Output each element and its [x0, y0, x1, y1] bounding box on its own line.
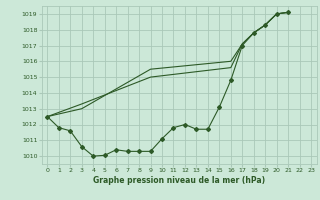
- X-axis label: Graphe pression niveau de la mer (hPa): Graphe pression niveau de la mer (hPa): [93, 176, 265, 185]
